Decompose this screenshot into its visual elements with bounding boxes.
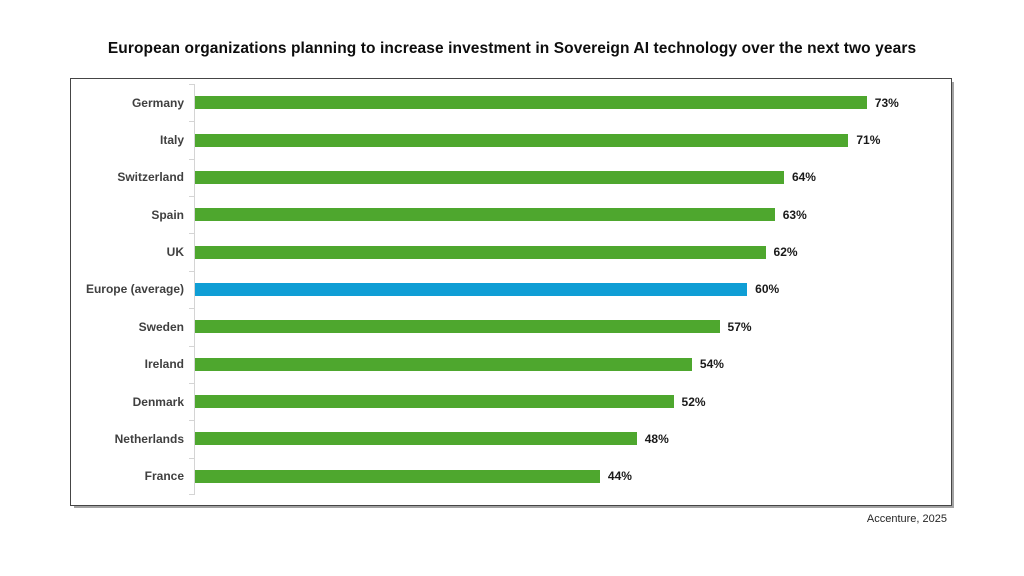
chart-row: Europe (average) 60% [71, 270, 945, 309]
category-label: Europe (average) [85, 282, 184, 297]
bar-highlight [195, 282, 748, 296]
row-plot-area: 62% [189, 233, 945, 271]
chart-plot-area: Germany 73% Italy 71% Switzerland 64% Spain 63%… [70, 78, 952, 506]
value-label: 60% [755, 282, 780, 297]
row-plot-area: 52% [189, 382, 945, 421]
value-label: 44% [607, 469, 632, 484]
value-label: 73% [874, 95, 899, 110]
chart-row: Sweden 57% [71, 308, 945, 346]
category-label: Ireland [144, 357, 184, 372]
value-label: 57% [727, 319, 752, 334]
bar-rows-container: Germany 73% Italy 71% Switzerland 64% Spain 63%… [71, 84, 945, 496]
row-plot-area: 63% [189, 196, 945, 234]
category-label: France [144, 469, 184, 484]
value-label: 71% [856, 133, 881, 148]
source-attribution: Accenture, 2025 [866, 513, 947, 525]
value-label: 62% [773, 245, 798, 260]
bar [195, 133, 849, 147]
chart-row: Switzerland 64% [71, 158, 945, 197]
value-label: 48% [644, 431, 669, 446]
category-label: Italy [159, 133, 184, 148]
row-plot-area: 64% [189, 158, 945, 197]
bar [195, 320, 720, 334]
bar [195, 469, 600, 483]
chart-title: European organizations planning to incre… [107, 40, 917, 57]
row-plot-area: 73% [189, 84, 945, 122]
chart-row: Netherlands 48% [71, 420, 945, 458]
chart-row: Denmark 52% [71, 382, 945, 421]
category-label: Germany [131, 95, 184, 110]
bar [195, 170, 784, 184]
bar [195, 357, 692, 371]
bar [195, 96, 867, 110]
chart-row: Italy 71% [71, 121, 945, 159]
row-plot-area: 54% [189, 345, 945, 383]
row-plot-area: 71% [189, 121, 945, 159]
category-label: Switzerland [117, 170, 184, 185]
row-plot-area: 48% [189, 420, 945, 458]
value-label: 54% [699, 357, 724, 372]
bar [195, 208, 775, 222]
row-plot-area: 57% [189, 308, 945, 346]
chart-row: UK 62% [71, 233, 945, 271]
chart-row: France 44% [71, 457, 945, 496]
row-plot-area: 44% [189, 457, 945, 496]
category-label: Netherlands [114, 431, 184, 446]
chart-row: Ireland 54% [71, 345, 945, 383]
bar [195, 432, 637, 446]
value-label: 52% [681, 394, 706, 409]
bar [195, 395, 674, 409]
value-label: 64% [791, 170, 816, 185]
chart-row: Germany 73% [71, 84, 945, 122]
chart-row: Spain 63% [71, 196, 945, 234]
category-label: Denmark [132, 394, 184, 409]
category-label: Spain [151, 207, 184, 222]
bar [195, 245, 766, 259]
row-plot-area: 60% [189, 270, 945, 309]
category-label: Sweden [138, 319, 184, 334]
value-label: 63% [782, 207, 807, 222]
category-label: UK [166, 245, 184, 260]
